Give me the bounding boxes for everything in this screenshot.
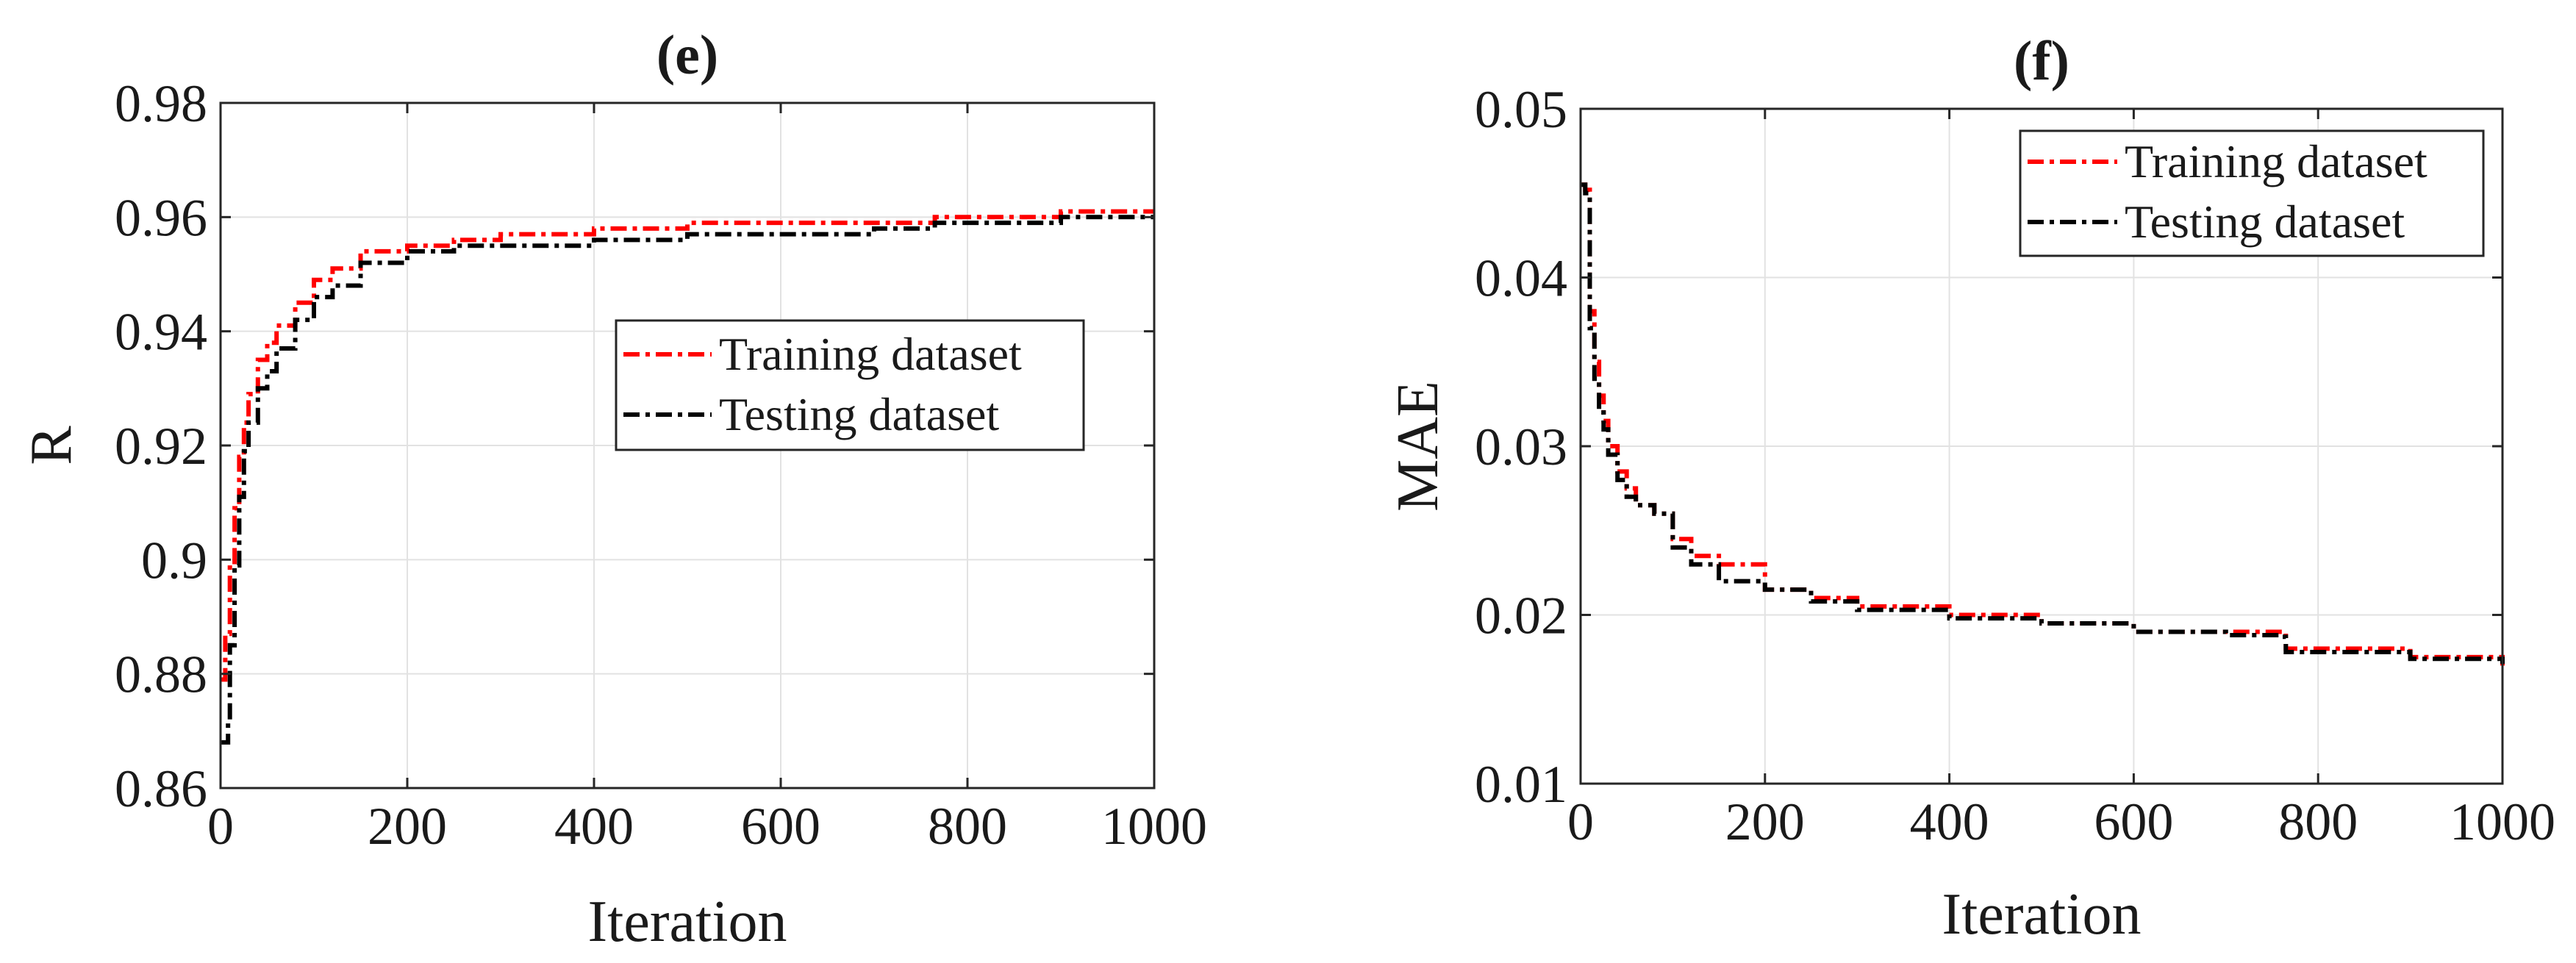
panel-e-y-tick-label: 0.9: [141, 531, 207, 590]
panel-f-legend-label-testing: Testing dataset: [2125, 196, 2405, 248]
panel-f-x-tick-label: 800: [2278, 792, 2358, 851]
panel-f-y-axis-title: MAE: [1386, 381, 1450, 512]
panel-f-x-tick-label: 200: [1725, 792, 1805, 851]
panel-e-legend-box: [615, 319, 1085, 451]
panel-e-series: [221, 209, 1154, 745]
panel-f-x-tick-label: 600: [2094, 792, 2173, 851]
panel-e-x-tick-label: 600: [741, 797, 820, 856]
panel-f-series-line-testing: [1581, 182, 2505, 665]
panel-e-title: (e): [656, 24, 718, 86]
panel-e-legend: Training dataset Testing dataset: [615, 319, 1085, 451]
panel-f-series-line-training: [1581, 182, 2505, 666]
panel-e-x-tick-label: 400: [554, 797, 634, 856]
panel-e-y-tick-label: 0.94: [115, 303, 207, 362]
panel-e-legend-label-training: Training dataset: [719, 328, 1022, 380]
panel-f-y-tick-label: 0.04: [1475, 249, 1567, 308]
panel-e-x-tick-label: 1000: [1101, 797, 1207, 856]
panel-f-y-tick-label: 0.03: [1475, 418, 1567, 476]
panel-e-x-tick-label: 200: [368, 797, 447, 856]
panel-f-y-tick-label: 0.05: [1475, 80, 1567, 139]
panel-f-legend-box: [2019, 129, 2485, 257]
panel-f-y-tick-label: 0.01: [1475, 755, 1567, 814]
panel-e-y-tick-label: 0.86: [115, 759, 207, 818]
panel-f: (f) 0 200 400 600 800 1000 0.01 0.02 0.03 0.04 0.0…: [1386, 30, 2555, 947]
panel-e-y-axis-title: R: [19, 426, 84, 465]
panel-f-x-axis-title: Iteration: [1942, 882, 2142, 947]
panel-e-x-axis-title: Iteration: [588, 889, 787, 954]
panel-f-legend-label-training: Training dataset: [2125, 135, 2427, 187]
panel-e-legend-label-testing: Testing dataset: [719, 388, 999, 440]
panel-e-ticks: 0 200 400 600 800 1000 0.86 0.88 0.9 0.92 0.94 0.96…: [115, 74, 1207, 856]
panel-e-y-tick-label: 0.98: [115, 74, 207, 133]
panel-e-y-tick-label: 0.92: [115, 417, 207, 476]
panel-e-x-tick-label: 800: [928, 797, 1007, 856]
panel-f-x-tick-label: 1000: [2450, 792, 2555, 851]
panel-f-y-tick-label: 0.02: [1475, 587, 1567, 645]
panel-f-title: (f): [2014, 30, 2069, 92]
panel-e: (e) 0 200 400 600 800 1000 0.86 0.88 0.9 0.92 0.94…: [19, 24, 1207, 954]
panel-f-x-tick-label: 400: [1910, 792, 1989, 851]
panel-f-ticks: 0 200 400 600 800 1000 0.01 0.02 0.03 0.04 0.05: [1475, 80, 2555, 851]
panel-e-series-line-testing: [221, 215, 1154, 745]
panel-f-series: [1581, 182, 2505, 666]
panel-e-y-tick-label: 0.88: [115, 645, 207, 704]
panel-e-x-tick-label: 0: [207, 797, 234, 856]
panel-f-legend: Training dataset Testing dataset: [2019, 129, 2485, 257]
panel-f-x-tick-label: 0: [1567, 792, 1594, 851]
panel-e-y-tick-label: 0.96: [115, 188, 207, 247]
